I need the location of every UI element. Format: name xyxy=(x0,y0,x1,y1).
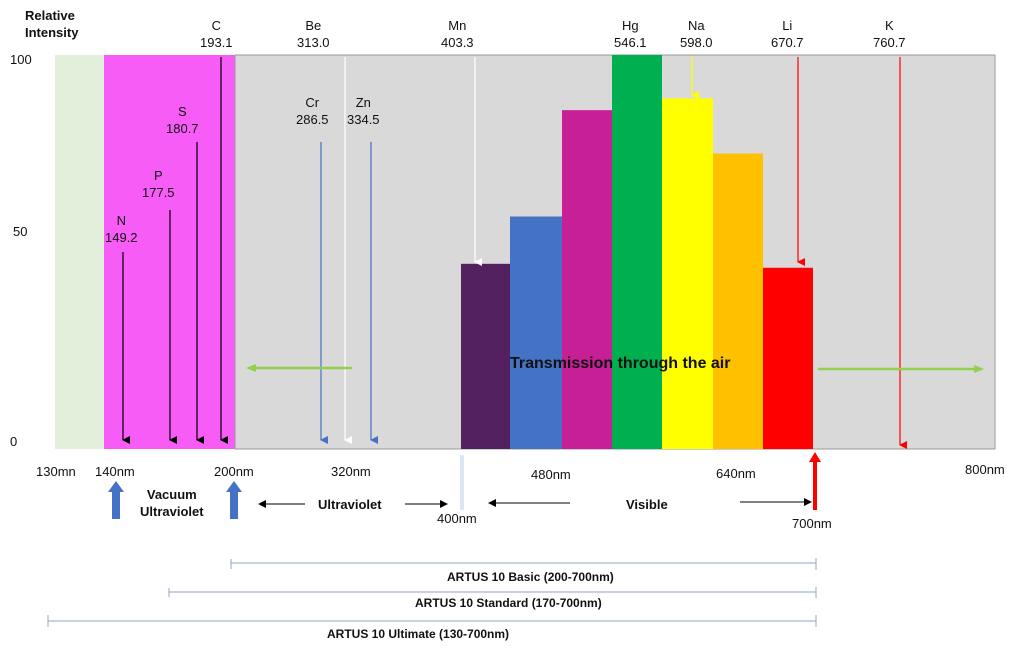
element-label-c: C 193.1 xyxy=(200,18,233,50)
intensity-bar xyxy=(612,55,662,449)
product-basic: ARTUS 10 Basic (200-700nm) xyxy=(447,570,614,584)
y-axis-title: Relative Intensity xyxy=(25,8,79,40)
x-label-800: 800nm xyxy=(965,462,1005,477)
range-ultimate xyxy=(47,615,817,627)
element-label-zn: Zn 334.5 xyxy=(347,95,380,127)
x-label-700: 700nm xyxy=(792,516,832,531)
product-standard: ARTUS 10 Standard (170-700nm) xyxy=(415,596,602,610)
element-label-hg: Hg 546.1 xyxy=(614,18,647,50)
element-label-p: P 177.5 xyxy=(142,168,175,200)
x-label-130: 130mn xyxy=(36,464,76,479)
intensity-bar xyxy=(461,263,510,449)
band-vacuum-uv: Vacuum Ultraviolet xyxy=(140,487,204,519)
element-label-n: N 149.2 xyxy=(105,213,138,245)
intensity-bar xyxy=(510,216,562,449)
y-tick-100: 100 xyxy=(10,52,32,67)
element-label-k: K 760.7 xyxy=(873,18,906,50)
x-label-140: 140nm xyxy=(95,464,135,479)
band-ultraviolet: Ultraviolet xyxy=(318,497,382,512)
product-ultimate: ARTUS 10 Ultimate (130-700nm) xyxy=(327,627,510,641)
intensity-bar xyxy=(562,110,612,449)
intensity-bar xyxy=(713,153,763,449)
band-visible: Visible xyxy=(626,497,668,512)
transmission-label: Transmission through the air xyxy=(510,355,731,372)
intensity-bar xyxy=(763,267,813,449)
element-label-na: Na 598.0 xyxy=(680,18,713,50)
element-label-cr: Cr 286.5 xyxy=(296,95,329,127)
y-tick-0: 0 xyxy=(10,434,18,449)
element-label-mn: Mn 403.3 xyxy=(441,18,474,50)
element-label-li: Li 670.7 xyxy=(771,18,804,50)
arrow-140nm-icon xyxy=(108,481,124,519)
y-tick-50: 50 xyxy=(13,224,28,239)
x-label-480: 480nm xyxy=(531,467,571,482)
range-basic xyxy=(230,558,817,570)
region-green xyxy=(55,55,104,449)
x-label-320: 320nm xyxy=(331,464,371,479)
element-label-s: S 180.7 xyxy=(166,104,199,136)
range-standard xyxy=(168,587,817,598)
intensity-bar xyxy=(662,98,713,449)
element-label-be: Be 313.0 xyxy=(297,18,330,50)
x-label-640: 640nm xyxy=(716,466,756,481)
arrow-200nm-icon xyxy=(226,481,242,519)
x-label-200: 200nm xyxy=(214,464,254,479)
x-label-400: 400nm xyxy=(437,511,477,526)
